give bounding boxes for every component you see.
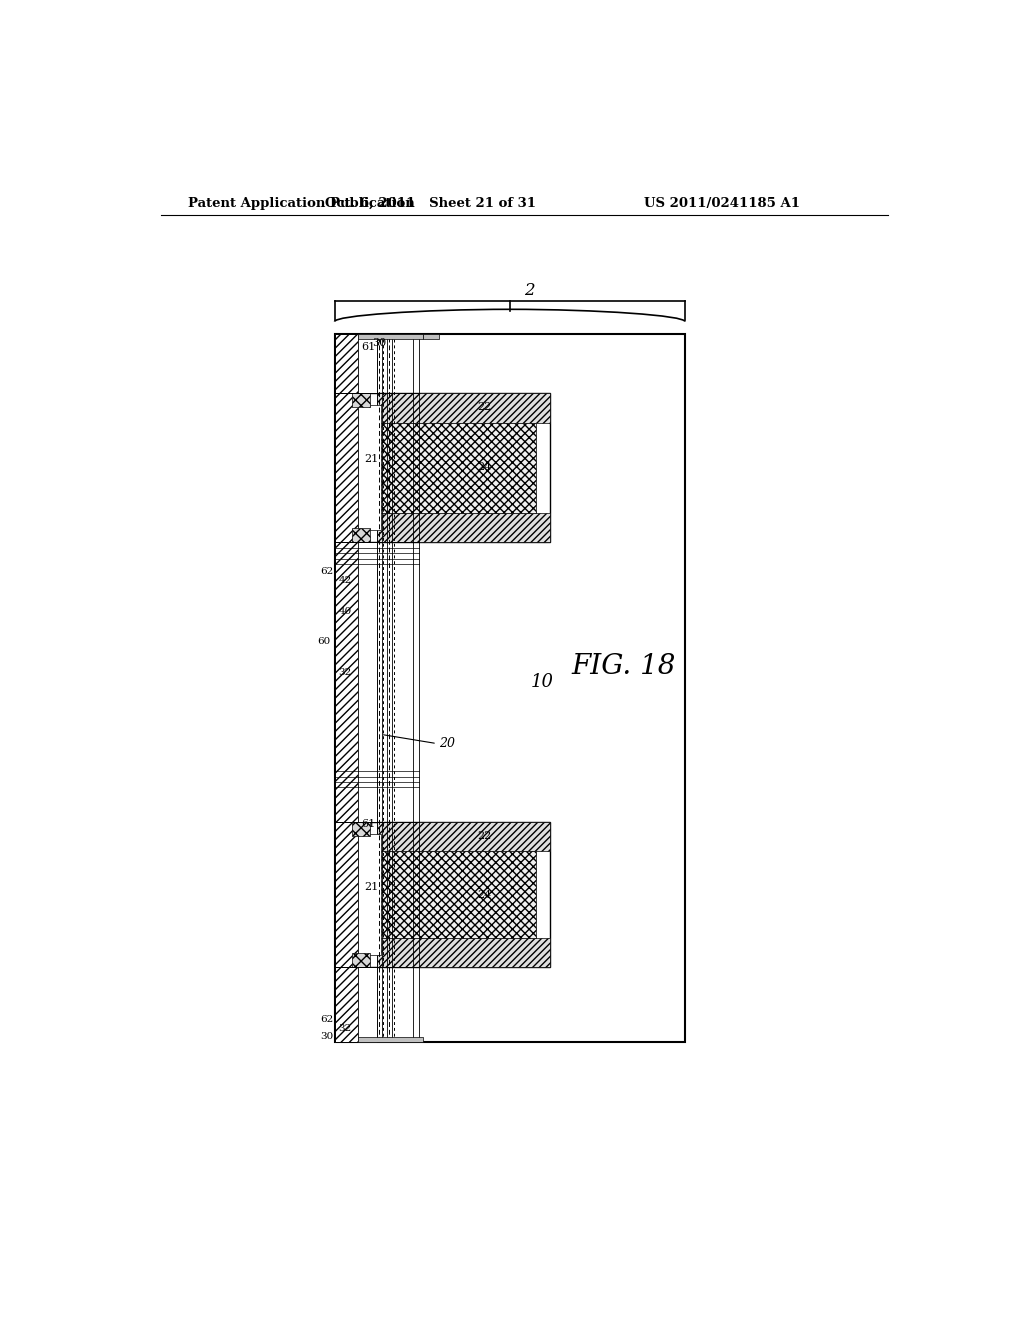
Text: 61: 61 <box>360 342 375 352</box>
Text: 20: 20 <box>438 737 455 750</box>
Text: 10: 10 <box>531 673 554 690</box>
Text: Oct. 6, 2011   Sheet 21 of 31: Oct. 6, 2011 Sheet 21 of 31 <box>326 197 537 210</box>
Bar <box>423 334 438 339</box>
Bar <box>358 334 377 393</box>
Bar <box>377 822 550 851</box>
Text: 24: 24 <box>477 462 492 473</box>
Bar <box>377 937 550 966</box>
Text: 42: 42 <box>339 576 351 585</box>
Bar <box>352 822 370 836</box>
Text: 62: 62 <box>319 1015 333 1024</box>
Bar <box>377 512 550 543</box>
Bar <box>358 834 381 956</box>
Text: 60: 60 <box>317 638 331 647</box>
Text: 21: 21 <box>365 882 379 892</box>
Bar <box>335 822 550 966</box>
Bar <box>377 851 537 937</box>
Bar <box>335 966 358 1043</box>
Text: 30: 30 <box>319 1032 333 1040</box>
Text: 61: 61 <box>360 820 375 829</box>
Text: 2: 2 <box>523 282 535 300</box>
Bar <box>335 334 685 1043</box>
Bar <box>335 393 550 543</box>
Bar <box>352 528 370 543</box>
Text: 62: 62 <box>319 566 333 576</box>
Bar <box>335 543 358 822</box>
Text: 24: 24 <box>477 890 492 899</box>
Text: 40: 40 <box>339 607 351 615</box>
Text: 22: 22 <box>477 403 492 412</box>
Bar <box>358 543 377 822</box>
Bar <box>358 1038 423 1043</box>
Text: Patent Application Publication: Patent Application Publication <box>188 197 415 210</box>
Text: 32: 32 <box>339 1024 351 1034</box>
Bar <box>335 334 358 393</box>
Bar <box>352 393 370 407</box>
Text: 32: 32 <box>339 668 351 677</box>
Bar <box>358 334 423 339</box>
Text: 30: 30 <box>373 338 387 348</box>
Bar <box>358 966 377 1043</box>
Bar <box>335 393 358 543</box>
Text: 22: 22 <box>477 832 492 841</box>
Text: 21: 21 <box>365 454 379 465</box>
Bar <box>335 822 358 966</box>
Text: US 2011/0241185 A1: US 2011/0241185 A1 <box>644 197 801 210</box>
Bar <box>377 422 537 512</box>
Bar <box>358 405 381 531</box>
Text: FIG. 18: FIG. 18 <box>571 653 676 680</box>
Bar <box>352 953 370 966</box>
Bar <box>377 393 550 422</box>
